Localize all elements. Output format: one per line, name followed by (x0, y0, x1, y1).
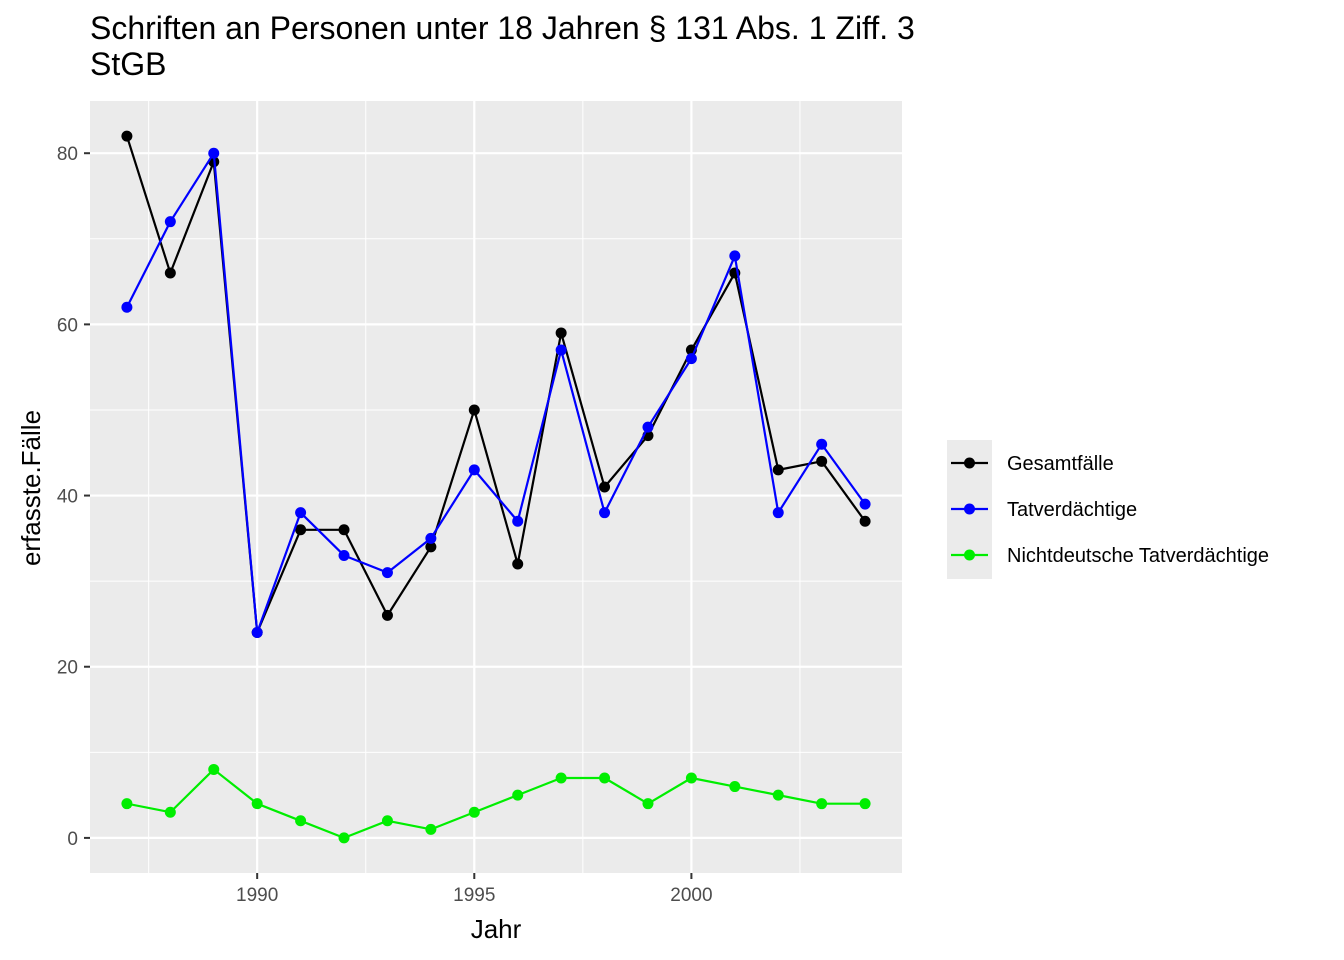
series-line (126, 768, 866, 840)
data-point (425, 532, 437, 544)
legend-label: Tatverdächtige (1007, 499, 1137, 521)
data-point (816, 438, 828, 450)
data-point (208, 147, 220, 159)
legend-key-point (964, 549, 975, 561)
data-point (642, 798, 654, 810)
series-1 (121, 147, 871, 638)
legend-key-point (964, 503, 975, 515)
data-point (555, 327, 567, 339)
data-point (729, 781, 741, 793)
data-point (599, 772, 611, 784)
data-point (468, 404, 480, 416)
data-point (512, 789, 524, 801)
data-point (295, 507, 307, 519)
data-point (555, 344, 567, 356)
y-tick-label: 20 (57, 658, 78, 679)
chart-title: Schriften an Personen unter 18 Jahren § … (90, 10, 915, 82)
data-point (381, 567, 393, 579)
legend-key-point (964, 457, 975, 469)
data-point (685, 353, 697, 365)
x-tick-label: 1990 (236, 885, 278, 906)
y-tick-label: 40 (57, 487, 78, 508)
data-point (816, 455, 828, 467)
data-point (599, 481, 611, 493)
data-point (425, 541, 437, 553)
data-point (772, 464, 784, 476)
y-tick-label: 0 (67, 829, 78, 850)
y-axis: 0 20 40 60 80 (57, 144, 90, 850)
legend: Gesamtfälle Tatverdächtige Nichtdeutsche T… (947, 440, 1269, 579)
data-point (642, 421, 654, 433)
data-point (295, 815, 307, 827)
data-point (772, 789, 784, 801)
data-point (512, 515, 524, 527)
y-axis-title: erfasste.Fälle (16, 410, 46, 566)
data-point (685, 772, 697, 784)
data-point (338, 549, 350, 561)
data-point (425, 823, 437, 835)
data-point (859, 498, 871, 510)
data-point (164, 216, 176, 228)
series-line (125, 152, 866, 634)
legend-label: Nichtdeutsche Tatverdächtige (1007, 545, 1269, 567)
x-tick-label: 1995 (453, 885, 495, 906)
data-point (468, 806, 480, 818)
x-axis: 1990 1995 2000 (236, 873, 713, 906)
data-point (251, 798, 263, 810)
data-point (599, 507, 611, 519)
y-tick-label: 60 (57, 315, 78, 336)
series-layer (121, 130, 871, 844)
x-axis-title: Jahr (471, 914, 522, 944)
data-point (121, 130, 133, 142)
data-point (468, 464, 480, 476)
data-point (859, 798, 871, 810)
data-point (816, 798, 828, 810)
data-point (164, 806, 176, 818)
data-point (555, 772, 567, 784)
legend-label: Gesamtfälle (1007, 453, 1114, 475)
data-point (164, 267, 176, 279)
y-tick-label: 80 (57, 144, 78, 165)
data-point (772, 507, 784, 519)
data-point (295, 524, 307, 536)
data-point (251, 626, 263, 638)
data-point (121, 301, 133, 313)
data-point (338, 524, 350, 536)
series-2 (121, 763, 871, 844)
data-point (729, 250, 741, 262)
x-tick-label: 2000 (670, 885, 712, 906)
legend-item: Gesamtfälle (951, 453, 1114, 475)
data-point (121, 798, 133, 810)
data-point (859, 515, 871, 527)
data-point (381, 609, 393, 621)
data-point (381, 815, 393, 827)
data-point (512, 558, 524, 570)
legend-item: Tatverdächtige (951, 499, 1137, 521)
data-point (338, 832, 350, 844)
legend-item: Nichtdeutsche Tatverdächtige (951, 545, 1269, 567)
data-point (208, 763, 220, 775)
